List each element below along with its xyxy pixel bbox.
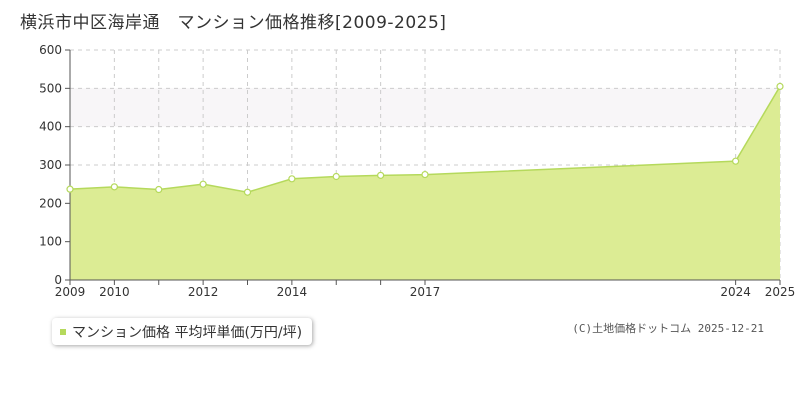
y-tick-label: 400 bbox=[39, 120, 62, 134]
data-point bbox=[243, 188, 252, 196]
y-tick-label: 100 bbox=[39, 235, 62, 249]
x-tick-label: 2014 bbox=[277, 285, 308, 299]
y-tick-label: 0 bbox=[54, 273, 62, 287]
x-tick-label: 2010 bbox=[99, 285, 130, 299]
data-point bbox=[377, 171, 385, 179]
data-point bbox=[732, 157, 740, 165]
x-tick-label: 2024 bbox=[720, 285, 751, 299]
data-point bbox=[110, 183, 118, 191]
x-tick-label: 2017 bbox=[410, 285, 441, 299]
data-point bbox=[155, 185, 163, 194]
x-tick-label: 2025 bbox=[765, 285, 796, 299]
chart-legend: マンション価格 平均坪単価(万円/坪) bbox=[52, 318, 313, 345]
data-point bbox=[66, 185, 74, 193]
data-point bbox=[288, 175, 296, 183]
data-point bbox=[421, 170, 429, 179]
legend-marker bbox=[60, 328, 66, 335]
copyright-text: (C)土地価格ドットコム 2025-12-21 bbox=[572, 322, 764, 335]
y-tick-label: 600 bbox=[39, 43, 62, 57]
y-tick-label: 500 bbox=[39, 81, 62, 95]
data-point bbox=[332, 172, 340, 181]
x-tick-label: 2009 bbox=[55, 285, 86, 299]
chart-title: 横浜市中区海岸通 マンション価格推移[2009-2025] bbox=[20, 13, 447, 33]
x-tick-label: 2012 bbox=[188, 285, 219, 299]
legend-label: マンション価格 平均坪単価(万円/坪) bbox=[72, 324, 303, 341]
y-tick-label: 200 bbox=[39, 196, 62, 210]
data-point bbox=[776, 82, 784, 91]
y-tick-label: 300 bbox=[39, 158, 62, 172]
series-area bbox=[70, 86, 780, 281]
data-point bbox=[199, 180, 207, 188]
